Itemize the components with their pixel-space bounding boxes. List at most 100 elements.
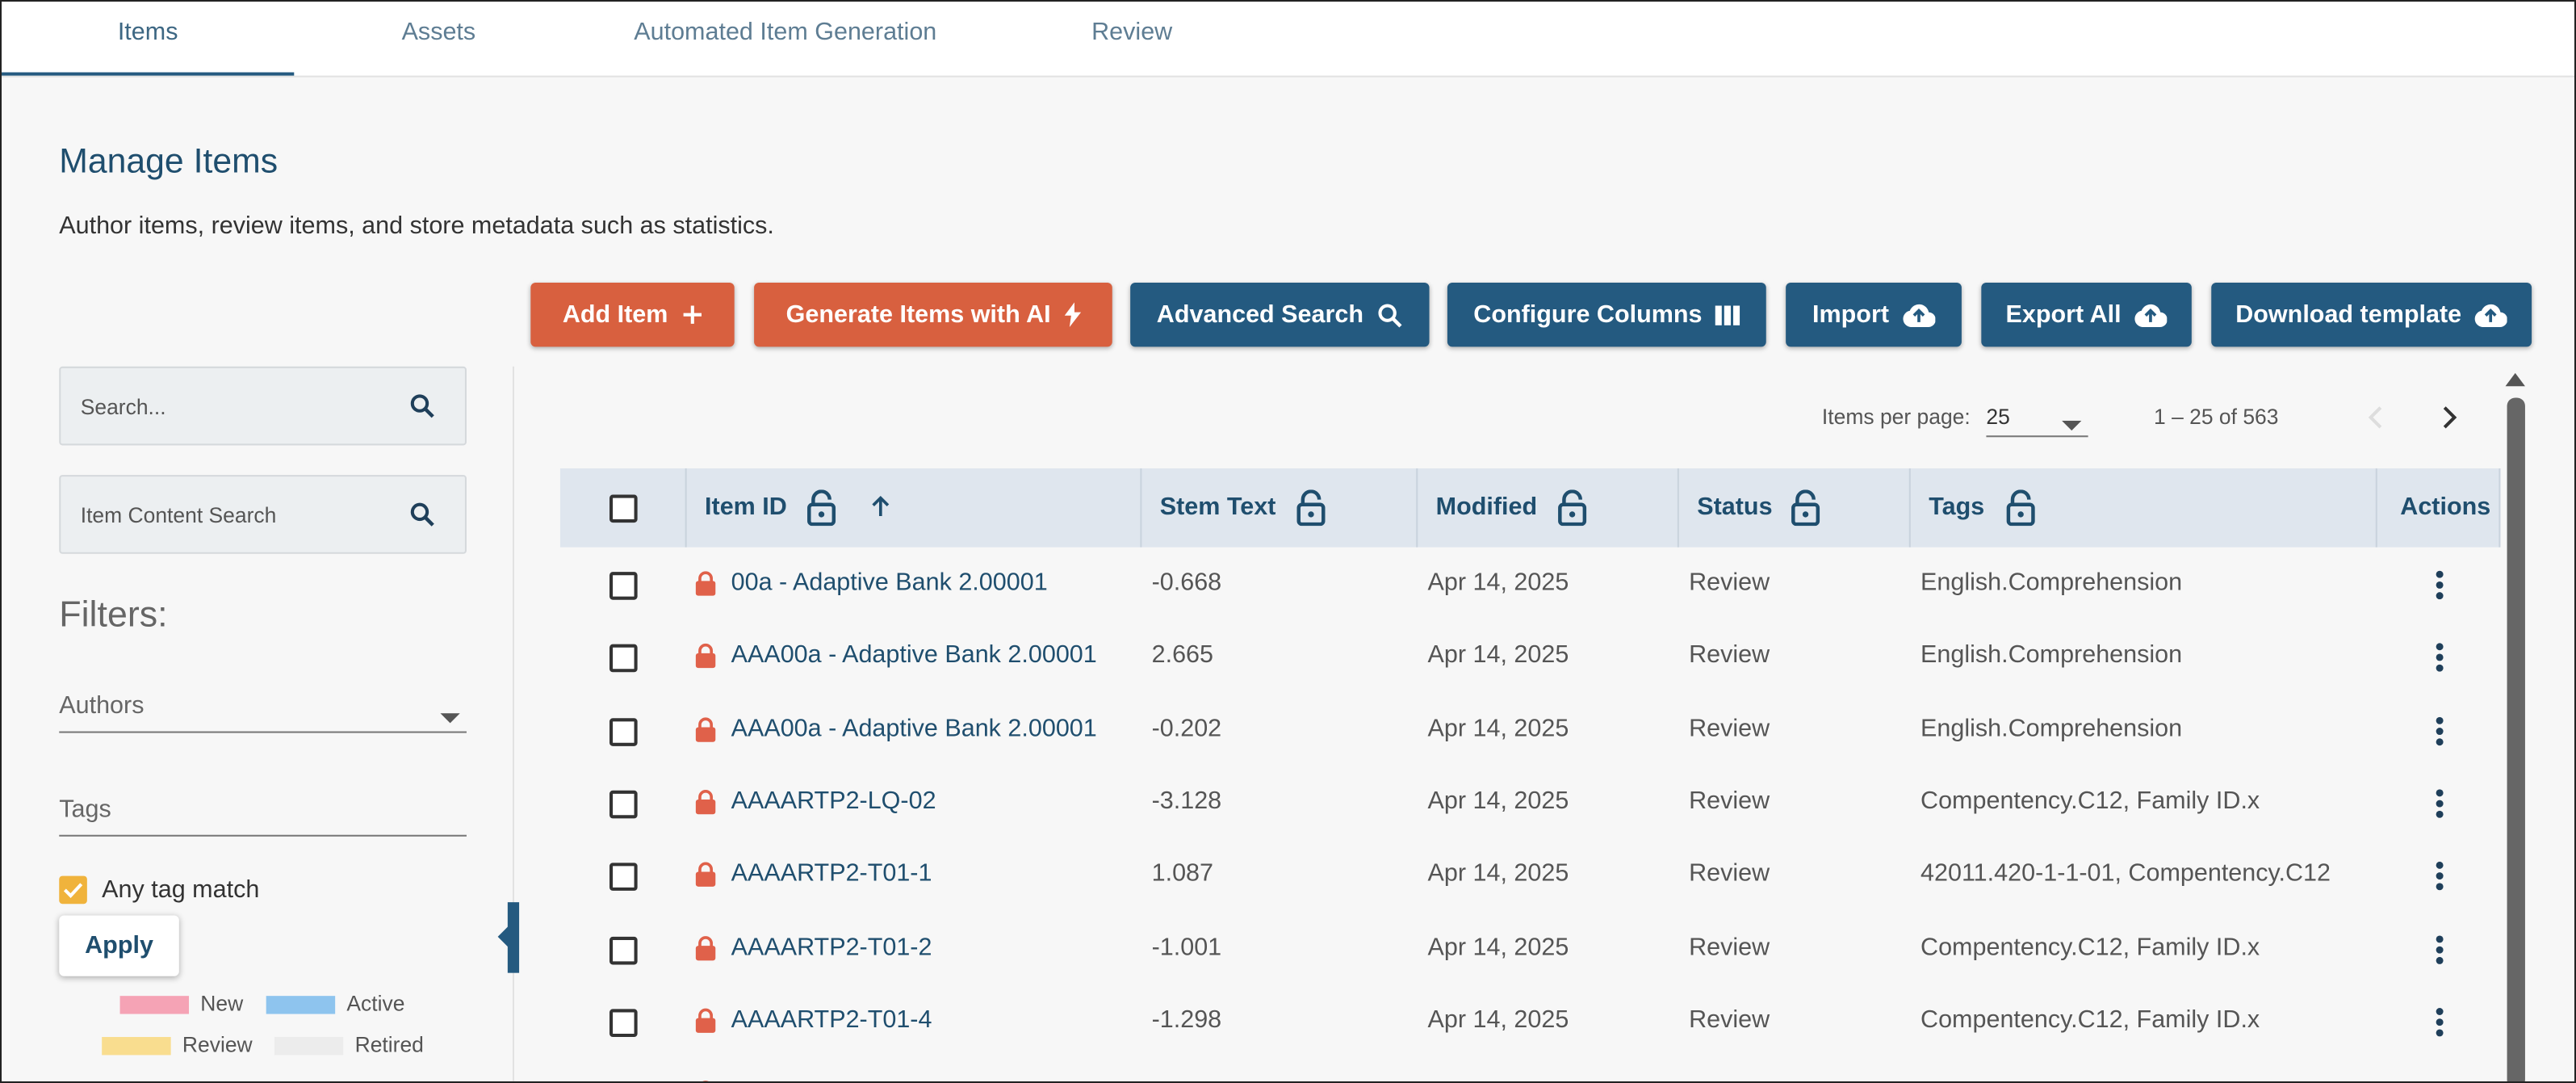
action-button[interactable]: Configure Columns xyxy=(1447,283,1766,347)
checkbox[interactable] xyxy=(59,875,87,905)
row-checkbox[interactable] xyxy=(609,863,638,892)
tab[interactable]: Automated Item Generation xyxy=(634,18,937,46)
lock-icon xyxy=(1791,489,1820,534)
row-actions[interactable] xyxy=(2435,1007,2444,1045)
cell: -1.298 xyxy=(1151,1005,1222,1034)
separator xyxy=(512,366,514,1081)
sort-arrow xyxy=(871,495,890,527)
button-label: Import xyxy=(1812,300,1890,329)
row-actions[interactable] xyxy=(2435,716,2444,753)
column-header[interactable]: Modified xyxy=(1435,493,1538,522)
row-checkbox[interactable] xyxy=(609,717,638,746)
column-header: Actions xyxy=(2400,493,2491,522)
row-checkbox[interactable] xyxy=(609,790,638,819)
column-header[interactable]: Stem Text xyxy=(1159,493,1276,522)
cell: -1.001 xyxy=(1151,932,1222,961)
cell: English.Comprehension xyxy=(1920,714,2183,742)
cell: Apr 14, 2025 xyxy=(1427,787,1569,816)
underline xyxy=(1986,435,2088,438)
action-button[interactable]: Add Item xyxy=(530,283,735,347)
tags-input[interactable]: Tags xyxy=(59,795,111,824)
row-checkbox[interactable] xyxy=(609,644,638,673)
item-link[interactable]: AAAARTP2-T01-2 xyxy=(731,932,932,961)
legend-swatch xyxy=(274,1037,344,1056)
cell: Review xyxy=(1689,932,1770,961)
items-per-page-select[interactable]: 25 xyxy=(1986,404,2010,430)
scroll-thumb[interactable] xyxy=(2507,397,2525,1081)
action-button[interactable]: Generate Items with AI xyxy=(754,283,1112,347)
row-actions[interactable] xyxy=(2435,643,2444,681)
select-all[interactable] xyxy=(609,494,638,523)
button-label: Generate Items with AI xyxy=(785,300,1051,329)
row-lock xyxy=(695,1007,716,1042)
underline xyxy=(59,834,467,837)
row-lock xyxy=(695,643,716,678)
tab[interactable]: Review xyxy=(1091,18,1173,46)
item-link[interactable]: 00a - Adaptive Bank 2.00001 xyxy=(731,569,1048,597)
cell: Review xyxy=(1689,787,1770,816)
row-lock xyxy=(695,862,716,896)
scroll-up xyxy=(2505,372,2525,387)
cell: Review xyxy=(1689,859,1770,888)
page-description: Author items, review items, and store me… xyxy=(59,212,774,241)
column-divider xyxy=(685,468,687,548)
row-actions[interactable] xyxy=(2435,862,2444,900)
row-actions[interactable] xyxy=(2435,570,2444,608)
caret xyxy=(440,703,460,733)
row-lock xyxy=(695,789,716,824)
item-link[interactable]: AAA00a - Adaptive Bank 2.00001 xyxy=(731,714,1097,742)
search-input[interactable]: Search... xyxy=(59,366,467,446)
apply-button[interactable]: Apply xyxy=(59,915,179,976)
row-checkbox[interactable] xyxy=(609,1009,638,1037)
row-lock xyxy=(695,934,716,969)
search-icon xyxy=(410,502,434,527)
column-header[interactable]: Item ID xyxy=(705,493,787,522)
legend-swatch xyxy=(119,996,190,1014)
column-divider xyxy=(1908,468,1911,548)
lock-icon xyxy=(2006,489,2036,534)
prev-page[interactable] xyxy=(2368,405,2384,439)
cell: Apr 14, 2025 xyxy=(1427,932,1569,961)
button-label: Configure Columns xyxy=(1473,300,1703,329)
cell: -3.128 xyxy=(1151,787,1222,816)
cell: Review xyxy=(1689,714,1770,742)
column-header[interactable]: Status xyxy=(1697,493,1773,522)
cell: Review xyxy=(1689,569,1770,597)
row-actions[interactable] xyxy=(2435,934,2444,972)
cell: -0.202 xyxy=(1151,714,1222,742)
content-search-input[interactable]: Item Content Search xyxy=(59,475,467,554)
page-range: 1 – 25 of 563 xyxy=(2154,404,2279,430)
tab[interactable]: Assets xyxy=(401,18,476,46)
tab[interactable]: Items xyxy=(117,18,178,46)
collapse-arrow xyxy=(497,925,509,949)
action-button[interactable]: Import xyxy=(1786,283,1962,347)
item-link[interactable]: AAA00a - Adaptive Bank 2.00001 xyxy=(731,641,1097,670)
cell: Apr 14, 2025 xyxy=(1427,641,1569,670)
item-link[interactable]: AAAARTP2-LQ-02 xyxy=(731,787,936,816)
button-label: Advanced Search xyxy=(1156,300,1364,329)
row-lock xyxy=(695,716,716,750)
tab-indicator xyxy=(2,72,295,76)
lock-icon xyxy=(1296,489,1326,534)
button-label: Add Item xyxy=(562,300,668,329)
row-actions[interactable] xyxy=(2435,789,2444,827)
cell: Review xyxy=(1689,641,1770,670)
cell: 1.087 xyxy=(1151,859,1214,888)
action-button[interactable]: Download template xyxy=(2211,283,2532,347)
next-page[interactable] xyxy=(2441,405,2457,439)
caret xyxy=(2062,411,2082,441)
action-button[interactable]: Export All xyxy=(1981,283,2192,347)
collapse-handle[interactable] xyxy=(507,902,520,973)
row-checkbox[interactable] xyxy=(609,935,638,964)
cell: Review xyxy=(1689,1005,1770,1034)
lock-icon xyxy=(806,489,836,534)
table-header xyxy=(559,468,2501,548)
item-link[interactable]: AAAARTP2-T01-4 xyxy=(731,1005,932,1034)
row-checkbox[interactable] xyxy=(609,572,638,600)
authors-select[interactable]: Authors xyxy=(59,691,145,720)
column-header[interactable]: Tags xyxy=(1929,493,1985,522)
action-button[interactable]: Advanced Search xyxy=(1130,283,1430,347)
item-link[interactable]: AAAARTP2-T01-1 xyxy=(731,859,932,888)
filters-title: Filters: xyxy=(59,593,168,635)
